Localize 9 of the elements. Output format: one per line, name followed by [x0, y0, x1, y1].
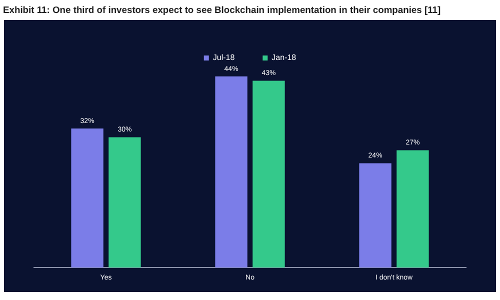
bar	[215, 76, 248, 268]
legend-label: Jul-18	[212, 53, 236, 62]
bar	[108, 137, 141, 268]
legend-label: Jan-18	[272, 53, 297, 62]
bar	[396, 150, 429, 268]
chart-title: Exhibit 11: One third of investors expect to see Blockchain implementation in their companies [11]	[2, 3, 442, 17]
bar	[359, 163, 392, 268]
bar	[252, 80, 285, 268]
bar	[71, 128, 104, 268]
